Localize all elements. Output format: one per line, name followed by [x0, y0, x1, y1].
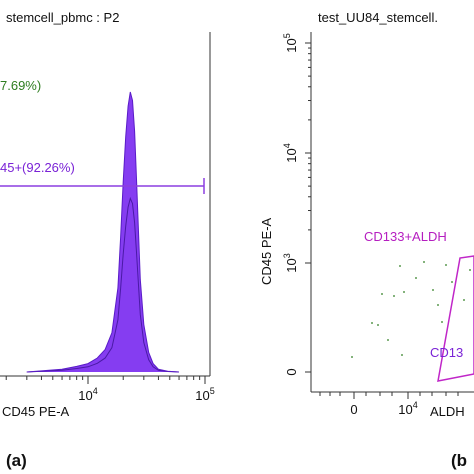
event-dot: [393, 295, 395, 297]
event-dot: [451, 281, 453, 283]
panel-b-gate-label-1: CD133+ALDH: [364, 229, 447, 244]
event-dot: [387, 339, 389, 341]
panel-a: stemcell_pbmc : P2 7.69%) 45+(92.26%) 10…: [0, 10, 215, 470]
panel-b-title: test_UU84_stemcell.: [318, 10, 438, 25]
svg-text:0: 0: [350, 402, 357, 417]
histogram-inner-outline: [26, 196, 180, 373]
histogram-area: [26, 92, 179, 372]
x-tick-label: 104: [398, 400, 417, 417]
svg-text:103: 103: [282, 253, 299, 272]
panel-b: test_UU84_stemcell. 105 104 103 0 0 104 CD45…: [259, 10, 474, 470]
panel-a-x-axis: 104 105: [5, 376, 215, 403]
y-tick-label: 0: [284, 368, 299, 375]
panel-b-label: (b: [451, 451, 467, 470]
panel-b-gate-label-2: CD13: [430, 345, 463, 360]
panel-b-x-axis: 0 104: [319, 392, 459, 417]
event-dot: [415, 277, 417, 279]
panel-a-histogram: [26, 91, 180, 373]
svg-text:105: 105: [195, 386, 214, 403]
panel-a-label: (a): [6, 451, 27, 470]
panel-b-xlabel: ALDH: [430, 404, 465, 419]
x-tick-label: 0: [350, 402, 357, 417]
svg-text:104: 104: [398, 400, 417, 417]
panel-b-ylabel: CD45 PE-A: [259, 217, 274, 285]
y-tick-label: 105: [282, 33, 299, 52]
event-dot: [423, 261, 425, 263]
panel-b-y-axis: 105 104 103 0: [282, 33, 311, 376]
x-tick-label: 105: [195, 386, 214, 403]
panel-a-xlabel: CD45 PE-A: [2, 404, 70, 419]
event-dot: [432, 289, 434, 291]
event-dot: [437, 304, 439, 306]
event-dot: [445, 264, 447, 266]
event-dot: [351, 356, 353, 358]
histogram-outline: [26, 91, 180, 373]
event-dot: [403, 291, 405, 293]
gate-pos-label: 45+(92.26%): [0, 160, 75, 175]
panel-b-events: [351, 261, 471, 358]
y-tick-label: 104: [282, 143, 299, 162]
event-dot: [441, 321, 443, 323]
x-tick-label: 104: [78, 386, 97, 403]
svg-text:104: 104: [282, 143, 299, 162]
panel-a-title: stemcell_pbmc : P2: [6, 10, 119, 25]
event-dot: [377, 324, 379, 326]
svg-text:104: 104: [78, 386, 97, 403]
event-dot: [399, 265, 401, 267]
svg-text:0: 0: [284, 368, 299, 375]
event-dot: [381, 293, 383, 295]
gate-neg-label: 7.69%): [0, 78, 41, 93]
event-dot: [371, 322, 373, 324]
y-tick-label: 103: [282, 253, 299, 272]
event-dot: [469, 269, 471, 271]
event-dot: [401, 354, 403, 356]
panel-b-gate-polygon: [437, 255, 474, 382]
svg-text:105: 105: [282, 33, 299, 52]
event-dot: [463, 299, 465, 301]
